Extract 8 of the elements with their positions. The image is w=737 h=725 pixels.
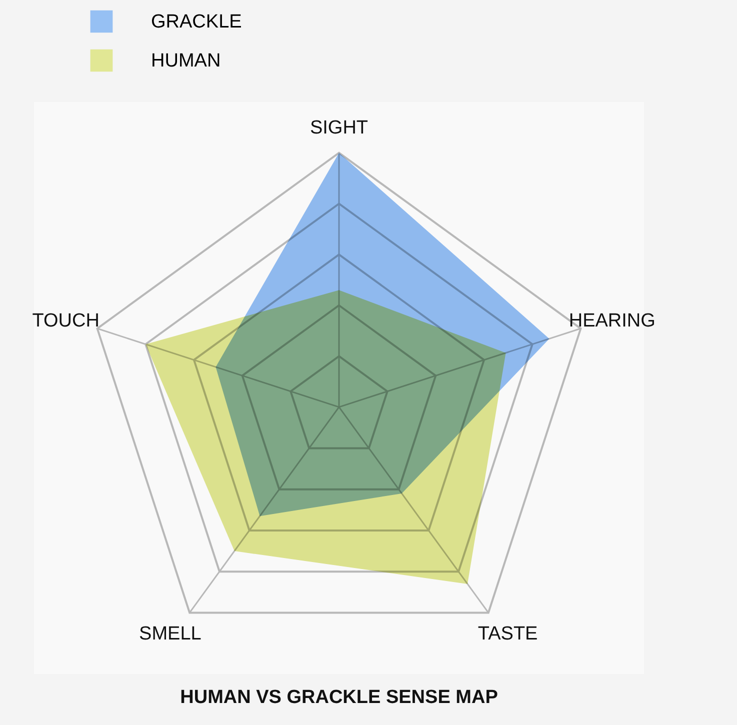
spoke-label: TASTE bbox=[478, 623, 538, 644]
spoke-label: SIGHT bbox=[310, 117, 368, 138]
text: HUMAN VS GRACKLE SENSE MAP bbox=[180, 687, 498, 708]
legend-label: GRACKLE bbox=[151, 12, 242, 32]
legend-label: HUMAN bbox=[151, 50, 221, 72]
spoke-label: SMELL bbox=[139, 623, 202, 644]
spoke-label: TOUCH bbox=[32, 310, 100, 332]
spoke-label: HEARING bbox=[568, 310, 656, 332]
